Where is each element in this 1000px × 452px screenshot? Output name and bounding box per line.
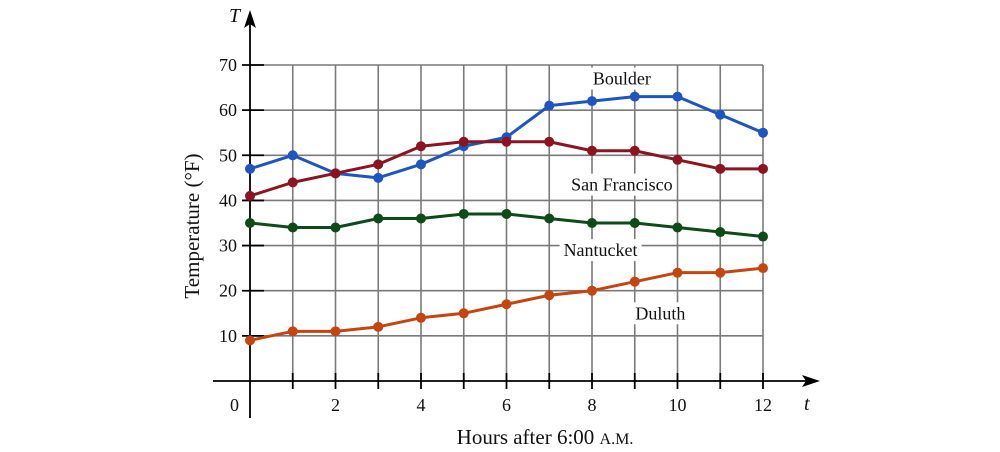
data-point-duluth (330, 326, 341, 337)
data-point-boulder (587, 96, 597, 107)
y-tick-label: 60 (219, 100, 237, 120)
data-point-nantucket (416, 213, 426, 224)
series-label-boulder: Boulder (588, 67, 655, 90)
data-point-duluth (587, 285, 597, 296)
data-point-san-francisco (501, 136, 512, 147)
x-axis-title-suffix: A.M. (600, 431, 634, 448)
x-tick-label: 6 (502, 395, 511, 415)
data-point-boulder (629, 91, 640, 102)
data-point-san-francisco (544, 136, 555, 147)
data-point-san-francisco (330, 168, 341, 179)
data-point-boulder (758, 127, 768, 138)
y-tick-label: 70 (219, 55, 237, 75)
series-label-background (588, 67, 655, 90)
y-tick-label: 30 (219, 236, 237, 256)
data-point-boulder (287, 150, 298, 161)
data-point-san-francisco (373, 159, 384, 170)
y-tick-label: 40 (219, 190, 237, 210)
data-point-san-francisco (245, 190, 255, 201)
data-point-san-francisco (629, 145, 640, 156)
x-tick-label: 8 (588, 395, 597, 415)
series-label-background (567, 173, 677, 196)
data-point-duluth (672, 267, 683, 278)
series-label-text: Boulder (593, 69, 651, 89)
series-labels: Boulder San Francisco Nantucket Duluth (559, 67, 690, 325)
series-label-san-francisco: San Francisco (567, 173, 677, 196)
data-point-nantucket (587, 218, 597, 228)
data-point-boulder (544, 100, 555, 111)
data-point-duluth (715, 267, 726, 278)
data-point-nantucket (287, 222, 298, 233)
data-point-boulder (245, 163, 255, 174)
series-label-text: Nantucket (564, 240, 638, 260)
data-point-duluth (544, 290, 555, 301)
ticks: 2 4 6 8 10 12 10 20 30 40 50 60 70 (219, 55, 772, 415)
y-axis-title: Temperature (°F) (180, 153, 204, 298)
series-label-nantucket: Nantucket (559, 239, 642, 262)
series-label-background (559, 239, 642, 262)
x-tick-label: 4 (417, 395, 426, 415)
data-point-nantucket (629, 218, 640, 228)
x-axis-title: Hours after 6:00 A.M. (457, 425, 634, 449)
x-axis-arrow-icon (802, 375, 820, 387)
y-tick-label: 20 (219, 281, 237, 301)
grid (250, 64, 764, 381)
x-tick-label: 2 (331, 395, 340, 415)
data-point-nantucket (544, 213, 555, 224)
x-tick-label: 10 (669, 395, 687, 415)
data-point-duluth (245, 335, 255, 346)
data-point-nantucket (672, 222, 683, 233)
data-point-boulder (672, 91, 683, 102)
data-point-san-francisco (672, 154, 683, 165)
data-point-san-francisco (416, 141, 426, 152)
y-axis-variable: T (229, 5, 242, 27)
y-axis-arrow-icon (244, 10, 256, 28)
data-point-duluth (629, 276, 640, 287)
data-point-duluth (501, 299, 512, 310)
series-label-text: San Francisco (571, 175, 672, 195)
data-point-san-francisco (758, 163, 768, 174)
data-point-nantucket (758, 231, 768, 242)
x-tick-label: 12 (754, 395, 772, 415)
data-point-duluth (458, 308, 469, 319)
data-point-san-francisco (715, 163, 726, 174)
series-label-duluth: Duluth (631, 302, 690, 325)
data-point-san-francisco (287, 177, 298, 188)
x-axis-variable: t (804, 393, 810, 415)
data-point-san-francisco (458, 136, 469, 147)
series-label-text: Duluth (635, 303, 685, 323)
data-point-nantucket (715, 227, 726, 238)
data-point-boulder (715, 109, 726, 120)
series-group (245, 91, 768, 346)
data-point-nantucket (373, 213, 384, 224)
data-point-boulder (416, 159, 426, 170)
data-point-nantucket (458, 208, 469, 219)
data-point-san-francisco (587, 145, 597, 156)
origin-label: 0 (230, 395, 239, 415)
series-label-background (631, 302, 690, 325)
data-point-nantucket (330, 222, 341, 233)
data-point-nantucket (245, 218, 255, 228)
y-tick-label: 50 (219, 145, 237, 165)
data-point-duluth (416, 312, 426, 323)
data-point-nantucket (501, 208, 512, 219)
data-point-duluth (373, 321, 384, 332)
y-tick-label: 10 (219, 326, 237, 346)
data-point-duluth (758, 263, 768, 274)
data-point-boulder (373, 172, 384, 183)
data-point-duluth (287, 326, 298, 337)
x-axis-title-main: Hours after 6:00 (457, 425, 600, 449)
